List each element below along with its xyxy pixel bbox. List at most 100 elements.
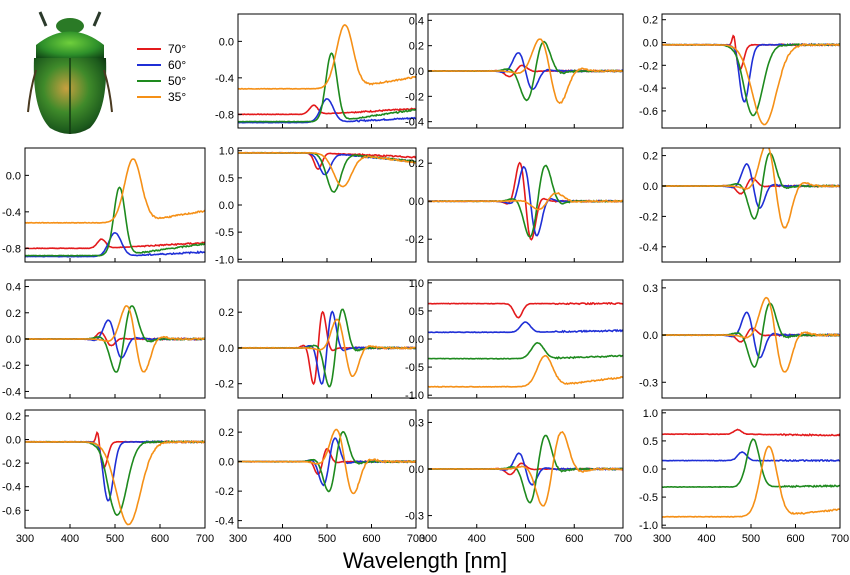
y-tick-label: 0.0 [219,36,234,48]
y-tick-label: -0.8 [215,109,234,121]
legend-label: 70° [168,42,186,56]
series-line [238,24,416,90]
chart-panel: 0.0 -0.4 -0.8 [215,13,417,129]
y-tick-label: -0.3 [405,511,424,523]
series-line [238,104,416,116]
y-tick-label: 0.2 [219,427,234,439]
chart-panel: 0.2 0.0 -0.2 [405,147,624,263]
y-tick-label: -0.2 [2,360,21,372]
y-tick-label: -0.4 [215,516,234,528]
y-tick-label: -0.2 [2,458,21,470]
y-tick-label: -0.2 [639,211,658,223]
y-tick-label: -0.4 [2,482,21,494]
y-tick-label: 0.5 [219,173,234,185]
y-tick-label: 0.0 [409,464,424,476]
series-line [25,231,205,258]
series-line [662,428,840,437]
y-tick-label: 0.0 [643,330,658,342]
y-tick-label: -0.8 [2,243,21,255]
y-tick-label: 0.0 [409,334,424,346]
y-tick-label: 0.2 [409,158,424,170]
x-tick-label: 700 [407,533,425,545]
x-tick-label: 500 [742,533,760,545]
series-line [428,301,623,319]
y-tick-label: -0.4 [639,83,658,95]
series-line [662,43,840,117]
y-tick-label: 0.3 [409,417,424,429]
y-tick-label: -0.2 [215,379,234,391]
legend-label: 35° [168,90,186,104]
series-line [25,439,205,502]
x-tick-label: 300 [419,533,437,545]
legend-label: 50° [168,74,186,88]
y-tick-label: 0.0 [643,38,658,50]
x-tick-label: 700 [831,533,849,545]
y-tick-label: -0.2 [405,234,424,246]
x-tick-label: 600 [565,533,583,545]
y-tick-label: 0.0 [409,66,424,78]
y-tick-label: 0.5 [643,436,658,448]
chart-panel: 0.2 0.0 -0.2 -0.4 300 400 500 600 700 [215,409,425,545]
chart-panels: 0.0 -0.4 -0.8 0.4 0.2 0.0 -0.2 -0.4 0.2 0.0 -0.2 -0… [2,13,849,545]
y-tick-label: -0.5 [639,492,658,504]
y-tick-label: -0.5 [215,227,234,239]
x-tick-label: 400 [273,533,291,545]
y-tick-label: -0.4 [405,117,424,129]
series-line [662,148,840,229]
y-tick-label: -0.4 [2,386,21,398]
chart-panel: 0.0 -0.4 -0.8 [2,147,206,263]
y-tick-label: 0.0 [643,464,658,476]
plot-frame [661,279,841,399]
x-tick-label: 400 [61,533,79,545]
x-tick-label: 300 [16,533,34,545]
x-tick-label: 700 [614,533,632,545]
chart-panel: 0.2 0.0 -0.2 -0.4 [639,147,841,263]
y-tick-label: 0.2 [6,411,21,423]
series-line [238,318,416,377]
plot-frame [661,147,841,263]
y-tick-label: 0.2 [643,15,658,27]
x-tick-label: 400 [468,533,486,545]
x-tick-label: 600 [151,533,169,545]
y-tick-label: -1.0 [405,390,424,402]
series-line [428,341,623,360]
y-tick-label: 0.0 [219,343,234,355]
series-line [662,43,840,126]
y-tick-label: 0.3 [643,283,658,295]
chart-panel: 0.4 0.2 0.0 -0.2 -0.4 [2,279,206,399]
series-line [662,43,840,103]
chart-panel: 0.4 0.2 0.0 -0.2 -0.4 [405,13,624,129]
legend: 70° 60° 50° 35° [137,42,186,104]
series-line [25,439,205,516]
series-line [662,450,840,463]
y-tick-label: -0.3 [639,377,658,389]
x-tick-label: 400 [697,533,715,545]
x-axis-label: Wavelength [nm] [342,548,508,573]
chart-panel: 1.0 0.5 0.0 -0.5 -1.0 [405,278,624,402]
y-tick-label: -0.5 [405,362,424,374]
series-line [25,158,205,224]
x-tick-label: 600 [362,533,380,545]
series-line [428,321,623,334]
y-tick-label: -0.6 [639,106,658,118]
y-tick-label: 0.2 [643,151,658,163]
y-tick-label: -0.4 [215,73,234,85]
plot-frame [237,147,417,263]
series-line [238,98,416,124]
x-tick-label: 500 [318,533,336,545]
series-line [428,192,623,211]
x-tick-label: 500 [106,533,124,545]
y-tick-label: 0.0 [6,170,21,182]
y-tick-label: 0.2 [219,307,234,319]
y-tick-label: -0.4 [2,207,21,219]
y-tick-label: 0.0 [6,435,21,447]
chart-panel: 0.3 0.0 -0.3 300 400 500 600 700 [405,409,632,545]
chart-panel: 1.0 0.5 0.0 -0.5 -1.0 [215,146,417,266]
y-tick-label: -0.2 [405,91,424,103]
series-line [662,296,840,373]
y-tick-label: 1.0 [409,278,424,290]
y-tick-label: 0.0 [643,181,658,193]
series-line [238,52,416,123]
series-line [238,151,416,188]
